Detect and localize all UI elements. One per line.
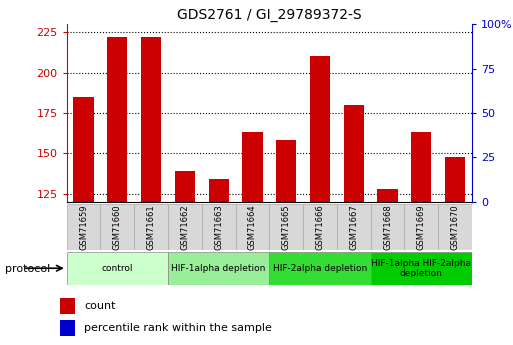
Bar <box>202 204 235 250</box>
Text: count: count <box>84 301 115 311</box>
Bar <box>235 204 269 250</box>
Text: GSM71663: GSM71663 <box>214 204 223 250</box>
Bar <box>168 252 269 285</box>
Text: GSM71667: GSM71667 <box>349 204 358 250</box>
Text: GSM71669: GSM71669 <box>417 204 426 250</box>
Bar <box>337 204 370 250</box>
Bar <box>303 204 337 250</box>
Text: GSM71665: GSM71665 <box>282 204 291 250</box>
Bar <box>168 204 202 250</box>
Bar <box>310 57 330 202</box>
Bar <box>438 204 472 250</box>
Text: HIF-1alpha HIF-2alpha
depletion: HIF-1alpha HIF-2alpha depletion <box>371 258 471 278</box>
Bar <box>276 140 297 202</box>
Text: HIF-1alpha depletion: HIF-1alpha depletion <box>171 264 266 273</box>
Text: GSM71661: GSM71661 <box>147 204 155 250</box>
Title: GDS2761 / GI_29789372-S: GDS2761 / GI_29789372-S <box>177 8 362 22</box>
Bar <box>101 204 134 250</box>
Text: HIF-2alpha depletion: HIF-2alpha depletion <box>273 264 367 273</box>
Bar <box>370 204 404 250</box>
Text: GSM71660: GSM71660 <box>113 204 122 250</box>
Bar <box>208 179 229 202</box>
Text: GSM71670: GSM71670 <box>450 204 460 250</box>
Bar <box>404 204 438 250</box>
Bar <box>134 204 168 250</box>
Text: GSM71666: GSM71666 <box>315 204 325 250</box>
Bar <box>107 37 127 202</box>
Bar <box>242 132 263 202</box>
Bar <box>445 157 465 202</box>
Bar <box>344 105 364 202</box>
Bar <box>411 132 431 202</box>
Text: GSM71668: GSM71668 <box>383 204 392 250</box>
Bar <box>269 252 370 285</box>
Bar <box>141 37 161 202</box>
Bar <box>370 252 472 285</box>
Bar <box>378 189 398 202</box>
Bar <box>60 320 75 336</box>
Bar <box>60 298 75 314</box>
Text: GSM71662: GSM71662 <box>181 204 189 250</box>
Text: GSM71664: GSM71664 <box>248 204 257 250</box>
Bar <box>67 204 101 250</box>
Bar <box>269 204 303 250</box>
Text: percentile rank within the sample: percentile rank within the sample <box>84 323 272 333</box>
Text: GSM71659: GSM71659 <box>79 204 88 249</box>
Bar <box>73 97 94 202</box>
Bar <box>175 171 195 202</box>
Text: control: control <box>102 264 133 273</box>
Text: protocol: protocol <box>5 264 50 274</box>
Bar <box>67 252 168 285</box>
